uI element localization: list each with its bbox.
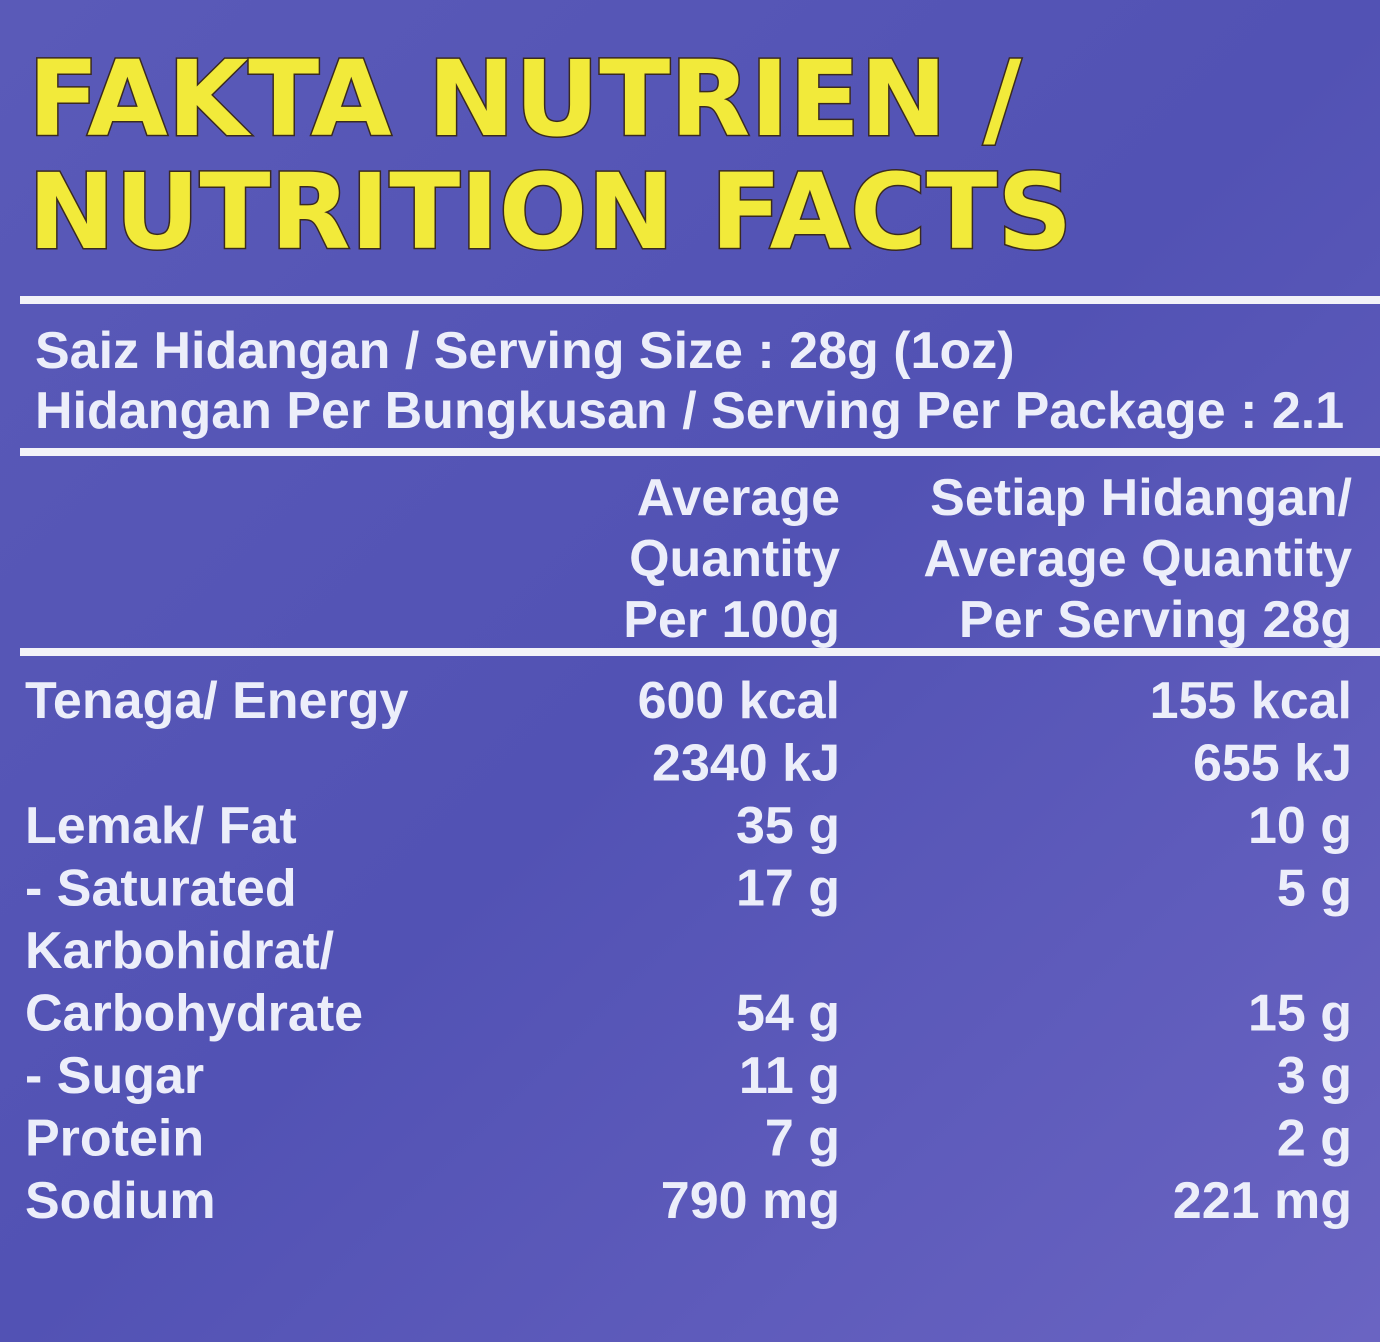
column-header: Per 100g (623, 591, 840, 649)
per-serving-value: 15 g (1248, 985, 1352, 1043)
column-header: Setiap Hidangan/ (930, 469, 1352, 527)
nutrient-label: Lemak/ Fat (25, 797, 297, 855)
title-line: FAKTA NUTRIEN / (28, 38, 1021, 160)
serving-size: Saiz Hidangan / Serving Size : 28g (1oz) (35, 322, 1015, 380)
nutrient-label: Carbohydrate (25, 985, 363, 1043)
per-100g-value: 790 mg (661, 1172, 840, 1230)
title-line: NUTRITION FACTS (28, 151, 1072, 273)
column-header: Average Quantity (923, 530, 1352, 588)
per-serving-value: 2 g (1277, 1110, 1352, 1168)
servings-per-package: Hidangan Per Bungkusan / Serving Per Pac… (35, 382, 1344, 440)
column-header: Quantity (629, 530, 840, 588)
per-serving-value: 3 g (1277, 1047, 1352, 1105)
per-serving-value: 655 kJ (1193, 735, 1352, 793)
nutrient-label: Sodium (25, 1172, 216, 1230)
per-serving-value: 10 g (1248, 797, 1352, 855)
per-100g-value: 35 g (736, 797, 840, 855)
per-100g-value: 2340 kJ (652, 735, 840, 793)
column-header: Average (637, 469, 840, 527)
per-serving-value: 155 kcal (1150, 672, 1352, 730)
nutrient-label: Karbohidrat/ (25, 922, 334, 980)
per-serving-value: 221 mg (1173, 1172, 1352, 1230)
per-100g-value: 11 g (739, 1047, 840, 1105)
nutrient-label: Tenaga/ Energy (25, 672, 408, 730)
per-100g-value: 7 g (765, 1110, 840, 1168)
nutrient-label: Protein (25, 1110, 204, 1168)
per-100g-value: 600 kcal (638, 672, 840, 730)
per-serving-value: 5 g (1277, 860, 1352, 918)
column-header: Per Serving 28g (959, 591, 1352, 649)
per-100g-value: 17 g (736, 860, 840, 918)
nutrient-label: - Saturated (25, 860, 297, 918)
per-100g-value: 54 g (736, 985, 840, 1043)
nutrient-label: - Sugar (25, 1047, 204, 1105)
